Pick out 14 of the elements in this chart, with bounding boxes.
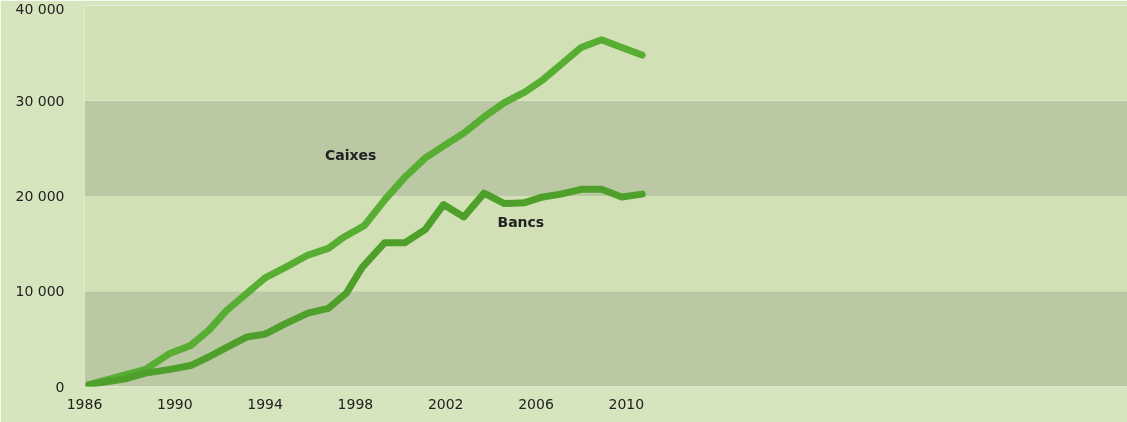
x-tick-label: 1994 bbox=[247, 395, 284, 412]
y-tick-label: 20 000 bbox=[15, 188, 65, 204]
x-tick-label: 1998 bbox=[337, 395, 374, 412]
y-tick-label: 30 000 bbox=[15, 92, 65, 109]
y-tick-label: 40 000 bbox=[15, 0, 65, 17]
x-tick-label: 2006 bbox=[518, 395, 554, 412]
x-tick-label: 2010 bbox=[608, 395, 645, 412]
series-label: Bancs bbox=[497, 214, 545, 231]
y-tick-label: 10 000 bbox=[15, 283, 65, 300]
x-tick-label: 2002 bbox=[427, 395, 464, 412]
y-tick-label: 0 bbox=[55, 378, 65, 395]
x-tick-label: 1990 bbox=[156, 395, 193, 412]
text: Caixes bbox=[325, 146, 377, 163]
x-tick-label: 1986 bbox=[66, 395, 103, 412]
